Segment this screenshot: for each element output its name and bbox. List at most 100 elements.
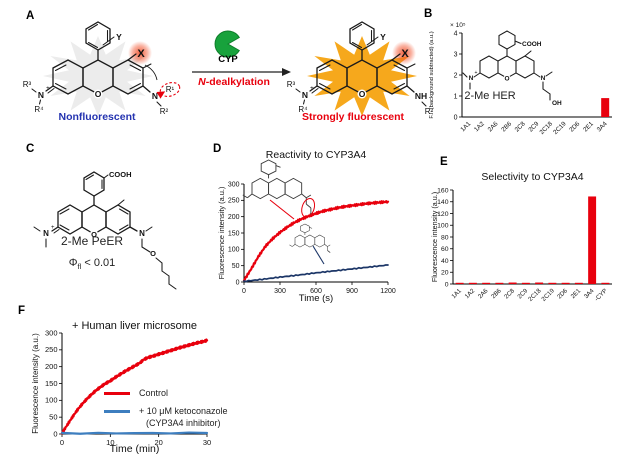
svg-text:150: 150 — [45, 379, 58, 388]
phenyl-ring: Y — [85, 21, 122, 61]
phenyl-cooh: COOH — [498, 30, 542, 57]
atom-r4: R⁴ — [298, 105, 308, 114]
svg-text:2C18: 2C18 — [538, 120, 554, 136]
svg-text:Time (min): Time (min) — [110, 443, 160, 455]
svg-text:2C19: 2C19 — [540, 287, 556, 303]
phi-subscript: fl — [77, 262, 82, 272]
svg-text:F.I. (background subtracted) (: F.I. (background subtracted) (a.u.) — [429, 31, 435, 118]
svg-text:0: 0 — [236, 279, 240, 286]
svg-text:300: 300 — [45, 328, 58, 337]
x-glow — [392, 41, 416, 65]
amine-right-nh: NH R² — [406, 85, 434, 116]
legend-item-ketoconazole: + 10 μM ketoconazole (CYP3A4 inhibitor) — [104, 406, 228, 429]
plus-charge: + — [51, 225, 55, 231]
svg-text:40: 40 — [441, 258, 449, 265]
panel-d-label: D — [213, 143, 222, 155]
svg-text:2C18: 2C18 — [527, 287, 543, 303]
svg-text:20: 20 — [441, 270, 449, 277]
reaction-n-italic: N — [198, 76, 206, 88]
svg-text:150: 150 — [228, 230, 240, 237]
atom-r4: R⁴ — [34, 105, 44, 114]
quantum-yield: Φfl < 0.01 — [37, 257, 147, 271]
structure-2me-peer: O COOH N + N O — [33, 170, 177, 290]
panel-f-label: F — [18, 305, 26, 317]
svg-text:1A2: 1A2 — [473, 120, 486, 133]
atom-n: N — [469, 75, 474, 82]
svg-text:Fluorescence intensity (a.u.): Fluorescence intensity (a.u.) — [31, 333, 40, 434]
fluorescent-caption: Strongly fluorescent — [301, 111, 405, 123]
atom-o: O — [95, 89, 102, 99]
ketoconazole-label-line1: + 10 μM ketoconazole — [139, 406, 228, 416]
amine-left: N + — [33, 225, 60, 248]
svg-text:3A4: 3A4 — [596, 120, 609, 133]
amine-right-with-r1: N R¹ R² — [142, 64, 181, 116]
svg-text:+ Human liver microsome: + Human liver microsome — [72, 320, 197, 332]
svg-text:2A6: 2A6 — [477, 287, 490, 300]
svg-text:1200: 1200 — [380, 288, 396, 295]
ketoconazole-line-swatch — [104, 410, 130, 413]
structure-fluorescent: O Y N + R³ R⁴ NH R² — [287, 21, 434, 116]
control-label: Control — [139, 388, 169, 398]
svg-text:Selectivity to CYP3A4: Selectivity to CYP3A4 — [481, 171, 583, 183]
svg-text:10: 10 — [106, 438, 114, 447]
svg-text:2: 2 — [454, 72, 458, 79]
svg-text:50: 50 — [232, 263, 240, 270]
svg-text:20: 20 — [154, 438, 162, 447]
xanthene-core: O — [479, 55, 535, 83]
svg-text:2D6: 2D6 — [556, 287, 569, 300]
svg-text:100: 100 — [228, 247, 240, 254]
svg-text:100: 100 — [437, 223, 449, 230]
atom-o-ether: O — [150, 249, 156, 258]
svg-text:2C8: 2C8 — [503, 287, 516, 300]
ketoconazole-label-line2: (CYP3A4 inhibitor) — [146, 417, 221, 428]
svg-text:Fluorescence intensity (a.u.): Fluorescence intensity (a.u.) — [217, 187, 226, 280]
amine-left: N + R³ R⁴ — [287, 80, 319, 114]
phi-symbol: Φ — [68, 257, 78, 269]
x-substituent: X — [127, 48, 152, 69]
atom-n-left: N — [38, 90, 44, 100]
svg-text:300: 300 — [274, 288, 286, 295]
cooh-label: COOH — [109, 170, 132, 179]
svg-text:3: 3 — [454, 51, 458, 58]
svg-text:1: 1 — [454, 93, 458, 100]
gray-starburst — [43, 36, 153, 116]
svg-text:1A1: 1A1 — [450, 287, 463, 300]
reaction-arrow — [192, 68, 291, 76]
phenyl-cooh: COOH — [83, 170, 132, 206]
panel-b-label: B — [424, 8, 433, 20]
atom-r3: R³ — [287, 80, 296, 89]
atom-r1: R¹ — [166, 85, 175, 94]
r1-dashed-circle — [159, 82, 181, 97]
svg-text:160: 160 — [437, 187, 449, 194]
cyp-label: CYP — [218, 54, 238, 65]
reaction-name: N-dealkylation — [184, 76, 284, 88]
amine-right-chain: N O — [129, 226, 177, 290]
x-glow — [128, 41, 152, 65]
atom-nh: NH — [415, 91, 427, 101]
svg-text:100: 100 — [45, 396, 58, 405]
svg-text:0: 0 — [454, 114, 458, 121]
svg-text:0: 0 — [60, 438, 64, 447]
atom-x: X — [401, 48, 409, 60]
svg-text:Time (s): Time (s) — [299, 293, 333, 304]
2me-peer-name: 2-Me PeER — [60, 234, 124, 248]
ketoconazole-label: + 10 μM ketoconazole (CYP3A4 inhibitor) — [139, 406, 228, 429]
svg-text:-CYP: -CYP — [593, 287, 608, 302]
amine-right-chain: N OH — [533, 71, 562, 107]
phenyl-ring: Y — [349, 21, 386, 61]
reaction-rest: -dealkylation — [205, 76, 270, 88]
svg-text:30: 30 — [203, 438, 211, 447]
svg-text:2D6: 2D6 — [568, 120, 581, 133]
panel-e-label: E — [440, 156, 448, 168]
atom-o: O — [91, 230, 97, 239]
yellow-starburst — [307, 36, 417, 116]
svg-text:2B6: 2B6 — [500, 120, 513, 133]
svg-text:0: 0 — [242, 288, 246, 295]
methyl-2 — [117, 199, 125, 206]
svg-text:Reactivity to CYP3A4: Reactivity to CYP3A4 — [266, 149, 367, 161]
svg-text:200: 200 — [228, 214, 240, 221]
methyl-2 — [524, 50, 532, 57]
